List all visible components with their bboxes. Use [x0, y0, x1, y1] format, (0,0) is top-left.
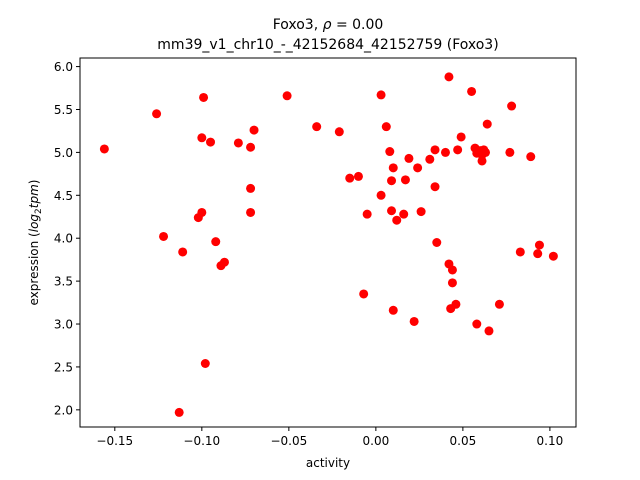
data-point: [472, 319, 482, 329]
data-point: [211, 237, 221, 247]
data-point: [312, 122, 322, 132]
data-point: [447, 278, 457, 288]
data-point: [409, 316, 419, 326]
data-point: [453, 145, 463, 155]
y-axis-label: expression (log2tpm): [27, 180, 44, 306]
data-point: [507, 101, 517, 111]
points-layer: [99, 72, 558, 417]
data-point: [482, 119, 492, 129]
data-point: [174, 407, 184, 417]
x-tick-label: 0.05: [450, 434, 477, 448]
data-point: [440, 147, 450, 157]
data-point: [197, 133, 207, 143]
chart-title-line1: Foxo3, ρ = 0.00: [273, 17, 384, 33]
data-point: [249, 125, 259, 135]
data-point: [430, 182, 440, 192]
data-point: [387, 206, 397, 216]
data-point: [477, 156, 487, 166]
y-tick-label: 4.5: [54, 189, 73, 203]
data-point: [447, 265, 457, 275]
y-tick-label: 3.5: [54, 275, 73, 289]
data-point: [246, 142, 256, 152]
data-point: [282, 91, 292, 101]
data-point: [387, 176, 397, 186]
data-point: [233, 138, 243, 148]
plot-area-frame: [79, 57, 577, 428]
data-point: [456, 132, 466, 142]
data-point: [159, 231, 169, 241]
y-tick-label: 5.0: [54, 146, 73, 160]
data-point: [432, 238, 442, 247]
data-point: [376, 190, 386, 200]
data-point: [451, 299, 461, 309]
data-point: [481, 147, 491, 157]
data-point: [404, 153, 414, 163]
data-point: [99, 144, 109, 154]
ticks-layer: −0.15 −0.10 −0.05 0.00 0.05 0.10 2.0 2.5 3.0 3.5 4…: [54, 60, 563, 448]
data-point: [359, 289, 369, 299]
data-point: [399, 209, 409, 219]
x-tick-label: 0.10: [537, 434, 564, 448]
data-point: [206, 137, 216, 147]
data-point: [388, 305, 398, 315]
data-point: [430, 145, 440, 155]
data-point: [334, 127, 344, 137]
y-tick-label: 4.0: [54, 232, 73, 246]
data-point: [376, 90, 386, 100]
data-point: [494, 299, 504, 309]
data-point: [548, 251, 558, 261]
data-point: [484, 326, 494, 336]
data-point: [345, 173, 355, 183]
data-point: [152, 109, 162, 119]
data-point: [246, 183, 256, 193]
data-point: [526, 152, 536, 162]
data-point: [381, 122, 391, 132]
data-point: [400, 175, 410, 185]
data-point: [425, 154, 435, 164]
data-point: [534, 240, 544, 250]
y-tick-label: 5.5: [54, 103, 73, 117]
data-point: [533, 249, 543, 259]
y-tick-label: 3.0: [54, 318, 73, 332]
y-tick-label: 2.5: [54, 360, 73, 374]
data-point: [413, 163, 423, 173]
x-tick-label: −0.15: [96, 434, 133, 448]
data-point: [200, 358, 210, 368]
data-point: [388, 163, 398, 173]
x-tick-label: 0.00: [363, 434, 390, 448]
data-point: [199, 92, 209, 102]
data-point: [353, 171, 363, 181]
data-point: [197, 207, 207, 217]
data-point: [362, 209, 372, 219]
data-point: [515, 247, 525, 257]
data-point: [219, 257, 229, 267]
data-point: [467, 86, 477, 96]
y-tick-label: 6.0: [54, 60, 73, 74]
chart-title-line2: mm39_v1_chr10_-_42152684_42152759 (Foxo3…: [157, 37, 498, 53]
data-point: [505, 147, 515, 157]
data-point: [178, 247, 188, 257]
data-point: [392, 215, 402, 225]
data-point: [416, 207, 426, 217]
y-tick-label: 2.0: [54, 403, 73, 417]
data-point: [385, 147, 395, 157]
x-tick-label: −0.05: [270, 434, 307, 448]
data-point: [246, 207, 256, 217]
data-point: [444, 72, 454, 82]
x-axis-label: activity: [306, 456, 350, 470]
x-tick-label: −0.10: [183, 434, 220, 448]
